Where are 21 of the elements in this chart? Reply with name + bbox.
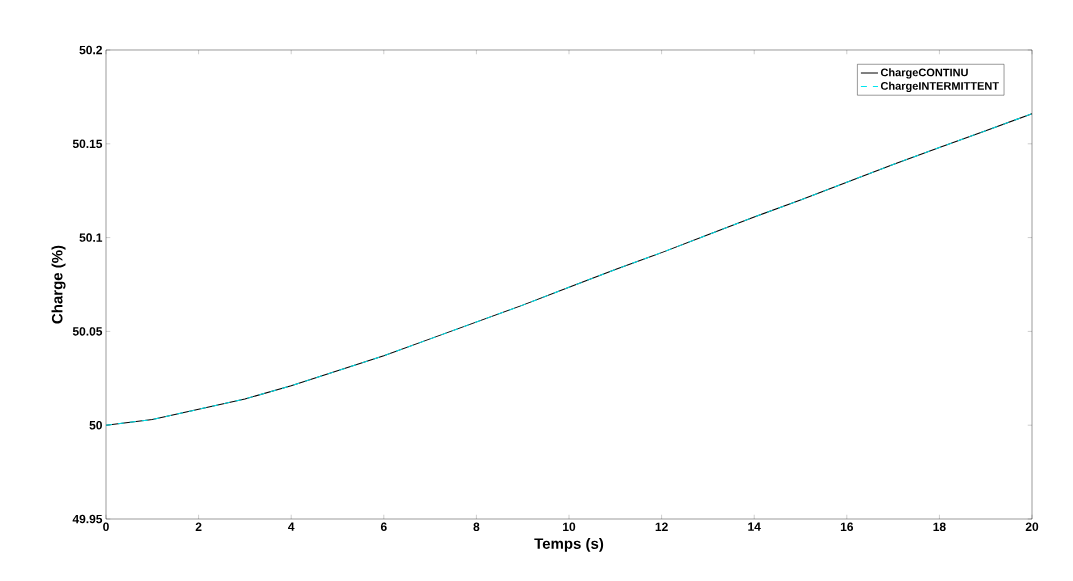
y-tick-label: 50.15 — [72, 139, 103, 149]
x-tick-label: 18 — [933, 522, 946, 532]
x-tick-label: 20 — [1025, 522, 1039, 532]
x-tick-label: 14 — [748, 522, 761, 531]
x-tick-label: 4 — [288, 522, 295, 531]
x-tick-label: 12 — [655, 522, 668, 531]
x-tick-label: 2 — [195, 522, 202, 531]
x-tick-label: 8 — [473, 522, 480, 532]
y-axis-title: Charge (%) — [51, 245, 66, 324]
y-tick-label: 49.95 — [72, 514, 103, 524]
x-tick-label: 0 — [103, 522, 109, 532]
x-tick-label: 6 — [380, 522, 387, 532]
y-tick-label: 50.2 — [79, 45, 102, 55]
x-tick-label: 10 — [563, 522, 576, 532]
legend-label: ChargeINTERMITTENT — [880, 81, 999, 93]
legend-label: ChargeCONTINU — [880, 68, 968, 79]
x-tick-label: 16 — [840, 522, 854, 532]
y-tick-label: 50.05 — [72, 327, 103, 336]
y-tick-label: 50.1 — [79, 233, 103, 242]
x-axis-title: Temps (s) — [534, 537, 604, 552]
y-tick-label: 50 — [89, 420, 102, 430]
